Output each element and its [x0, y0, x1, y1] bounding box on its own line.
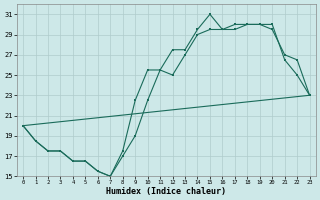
X-axis label: Humidex (Indice chaleur): Humidex (Indice chaleur) — [106, 187, 226, 196]
